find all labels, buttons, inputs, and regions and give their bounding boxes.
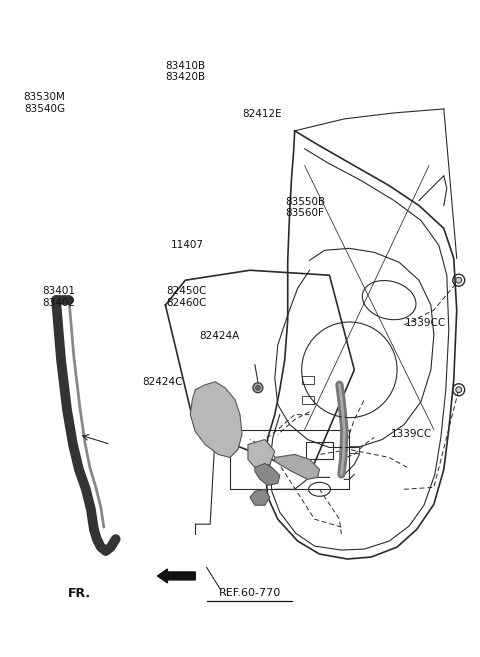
FancyArrow shape (157, 569, 195, 583)
Polygon shape (275, 455, 320, 480)
Bar (349, 446, 360, 453)
Circle shape (456, 387, 462, 393)
Circle shape (456, 277, 462, 283)
Text: 83550B
83560F: 83550B 83560F (285, 196, 325, 218)
Circle shape (253, 383, 263, 393)
Text: 82412E: 82412E (242, 109, 282, 119)
Text: 83401
83402: 83401 83402 (42, 286, 75, 308)
Bar (301, 376, 313, 384)
Text: 1339CC: 1339CC (405, 318, 446, 328)
Text: 1339CC: 1339CC (390, 430, 432, 440)
Bar (301, 396, 313, 403)
Text: 83530M
83540G: 83530M 83540G (24, 92, 65, 114)
Text: 82450C
82460C: 82450C 82460C (166, 286, 206, 308)
Text: 82424C: 82424C (142, 377, 183, 387)
Polygon shape (190, 382, 242, 457)
Text: REF.60-770: REF.60-770 (218, 589, 281, 599)
Text: 11407: 11407 (171, 240, 204, 250)
Text: 82424A: 82424A (199, 331, 240, 342)
Text: 83410B
83420B: 83410B 83420B (165, 60, 205, 82)
Polygon shape (255, 463, 280, 486)
Polygon shape (250, 489, 270, 505)
Polygon shape (248, 440, 275, 467)
Text: FR.: FR. (68, 587, 91, 600)
Circle shape (255, 385, 260, 390)
